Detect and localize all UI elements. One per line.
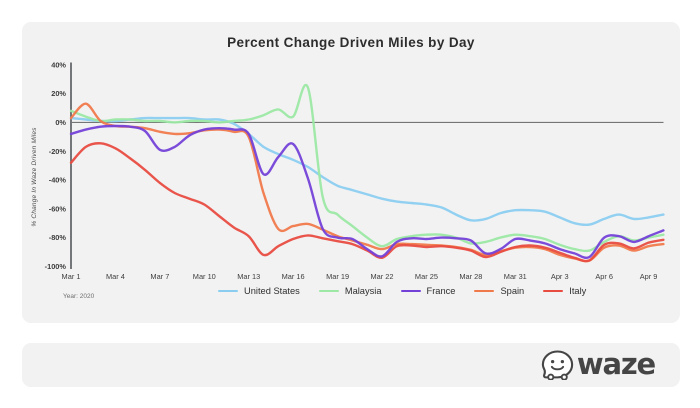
series-line-malaysia (69, 83, 665, 253)
x-tick-label: Mar 22 (371, 272, 394, 281)
y-tick-label: -60% (49, 204, 67, 213)
chart-title: Percent Change Driven Miles by Day (227, 35, 475, 50)
legend-item-france: France (400, 286, 456, 296)
legend-item-spain: Spain (474, 286, 524, 296)
waze-speech-bubble-icon (541, 350, 574, 380)
legend-swatch-malaysia (318, 289, 339, 293)
x-tick-label: Mar 4 (106, 272, 125, 281)
x-tick-label: Mar 13 (237, 272, 260, 281)
legend-swatch-united-states (218, 289, 238, 293)
x-tick-label: Mar 28 (459, 272, 482, 281)
x-tick-label: Mar 10 (193, 272, 216, 281)
x-tick-label: Apr 6 (595, 272, 613, 281)
legend-label-spain: Spain (500, 286, 525, 296)
legend-item-united-states: United States (218, 286, 300, 296)
legend-item-malaysia: Malaysia (318, 286, 382, 296)
legend-item-italy: Italy (543, 286, 586, 296)
series-line-united-states (69, 116, 665, 227)
x-tick-label: Mar 16 (282, 272, 305, 281)
legend-swatch-france (400, 289, 421, 293)
legend-swatch-spain (474, 289, 495, 293)
x-tick-label: Mar 1 (62, 272, 81, 281)
y-tick-label: -80% (49, 233, 67, 242)
legend-swatch-italy (543, 289, 564, 293)
chart-card: Percent Change Driven Miles by Day 40% 20… (22, 22, 680, 323)
legend-label-italy: Italy (569, 286, 587, 296)
waze-wordmark: waze (576, 346, 656, 381)
legend-label-malaysia: Malaysia (344, 286, 382, 296)
y-tick-label: 20% (51, 89, 66, 98)
waze-logo: waze (541, 346, 656, 381)
x-tick-label: Apr 9 (640, 272, 658, 281)
x-tick-label: Mar 7 (150, 272, 169, 281)
x-tick-label: Mar 25 (415, 272, 438, 281)
x-tick-label: Apr 3 (551, 272, 569, 281)
chart-plot-area: 40% 20% 0% -20% -40% -60% -80% -100%Mar 1 Mar 4 M… (45, 60, 665, 281)
y-tick-label: 40% (51, 60, 66, 69)
series-line-italy (69, 142, 665, 263)
x-tick-label: Mar 31 (504, 272, 527, 281)
y-axis-label: % Change In Waze Driven Miles (31, 127, 38, 227)
y-tick-label: -100% (45, 262, 67, 271)
legend-label-united-states: United States (244, 286, 300, 296)
series-line-spain (69, 102, 665, 263)
y-tick-label: -20% (49, 147, 67, 156)
year-note: Year: 2020 (63, 293, 95, 300)
footer-bar: waze (22, 343, 680, 387)
series-line-france (69, 124, 665, 259)
x-tick-label: Mar 19 (326, 272, 349, 281)
legend-label-france: France (426, 286, 456, 296)
y-tick-label: 0% (55, 118, 66, 127)
y-tick-label: -40% (49, 176, 67, 185)
chart-legend: United States Malaysia France Spain Italy (218, 286, 586, 296)
